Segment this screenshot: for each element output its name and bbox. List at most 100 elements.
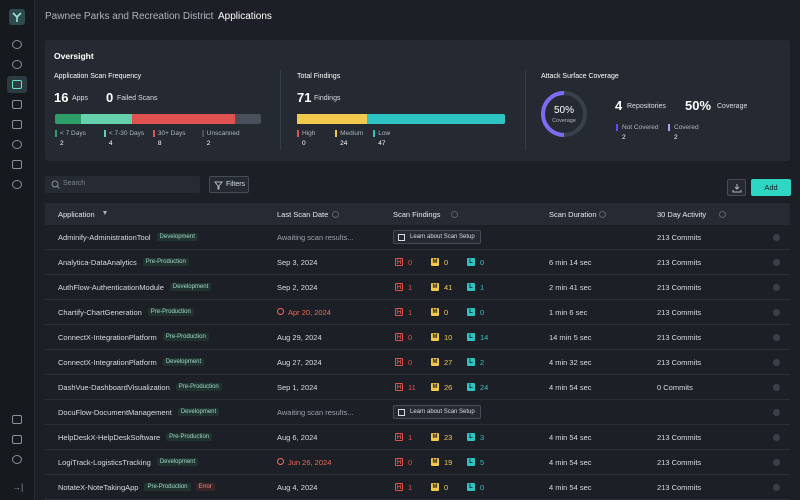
severity-badge: L [467,333,475,341]
legend-value: 4 [108,140,113,147]
row-menu[interactable] [773,409,780,416]
env-tag: Pre-Production [147,308,194,316]
table-row[interactable]: HelpDeskX-HelpDeskSoftware Pre-Production… [45,425,790,450]
nav-icon[interactable] [12,60,22,69]
nav-icon[interactable] [12,415,22,424]
nav-icon[interactable] [12,435,22,444]
table-row[interactable]: DashVue-DashboardVisualization Pre-Produc… [45,375,790,400]
activity: 0 Commits [657,383,693,392]
row-menu[interactable] [773,259,780,266]
activity: 213 Commits [657,233,702,242]
finding-count: 14 [480,333,489,342]
app-name[interactable]: LogiTrack-LogisticsTracking [58,458,151,467]
add-button[interactable]: Add [751,179,791,196]
row-menu[interactable] [773,309,780,316]
table-row[interactable]: Chartify-ChartGeneration Pre-Production Ap… [45,300,790,325]
app-name[interactable]: AuthFlow-AuthenticationModule [58,283,164,292]
nav-icon[interactable] [12,455,22,464]
table-row[interactable]: DocuFlow-DocumentManagement Development Aw… [45,400,790,425]
table-row[interactable]: ConnectX-IntegrationPlatform Pre-Producti… [45,325,790,350]
legend-label: < 7 Days [60,130,86,137]
section-title: Application Scan Frequency [54,73,142,80]
app-name[interactable]: Analytica-DataAnalytics [58,258,137,267]
severity-badge: L [467,458,475,466]
scan-setup-button[interactable]: Learn about Scan Setup [393,405,481,419]
table-row[interactable]: Analytica-DataAnalytics Pre-Production Sep… [45,250,790,275]
severity-badge: L [467,258,475,266]
column-header[interactable]: Last Scan Date [277,210,329,219]
severity-badge: H [395,433,403,441]
nav-icon[interactable] [12,180,22,189]
row-menu[interactable] [773,284,780,291]
table-row[interactable]: ConnectX-IntegrationPlatform Development A… [45,350,790,375]
download-icon [732,184,742,193]
severity-badge: H [395,308,403,316]
nav-icon[interactable] [12,120,22,129]
row-menu[interactable] [773,334,780,341]
nav-icon[interactable] [12,100,22,109]
nav-icon [12,80,22,89]
severity-badge: M [431,258,439,266]
row-menu[interactable] [773,434,780,441]
finding-count: 1 [408,308,413,317]
app-name[interactable]: ConnectX-IntegrationPlatform [58,358,157,367]
table-row[interactable]: LogiTrack-LogisticsTracking Development Ju… [45,450,790,475]
table-row[interactable]: NotateX-NoteTakingApp Pre-Production Error… [45,475,790,500]
bar-segment [235,114,261,124]
filters-button[interactable]: Filters [209,176,249,193]
findings-label: Findings [314,95,341,102]
scan-date: Aug 6, 2024 [277,433,318,442]
info-icon [599,211,606,218]
finding-count: 0 [408,258,413,267]
nav-icon[interactable] [12,160,22,169]
app-name[interactable]: Adminify-AdministrationTool [58,233,151,242]
severity-badge: H [395,483,403,491]
info-icon [332,211,339,218]
download-button[interactable] [727,179,746,196]
bar-segment [55,114,81,124]
app-name[interactable]: DashVue-DashboardVisualization [58,383,170,392]
legend-swatch [297,130,299,137]
ring-label: Coverage [552,118,576,124]
info-icon [719,211,726,218]
row-menu[interactable] [773,234,780,241]
coverage-ring [541,91,587,137]
external-icon [398,409,405,416]
table-row[interactable]: AuthFlow-AuthenticationModule Development… [45,275,790,300]
app-name[interactable]: ConnectX-IntegrationPlatform [58,333,157,342]
column-header[interactable]: Scan Findings [393,210,441,219]
env-tag: Pre-Production [162,333,209,341]
nav-icon[interactable] [12,40,22,49]
scan-date: Apr 20, 2024 [288,308,331,317]
app-name[interactable]: DocuFlow-DocumentManagement [58,408,172,417]
column-header[interactable]: 30 Day Activity [657,210,707,219]
ring-percent: 50% [553,105,574,116]
row-menu[interactable] [773,459,780,466]
findings-count: 71 [297,90,312,105]
info-icon [451,211,458,218]
app-name[interactable]: NotateX-NoteTakingApp [58,483,139,492]
table-body: Adminify-AdministrationTool Development Aw… [45,225,790,500]
coverage-percent: 50% [685,98,712,113]
sort-icon [103,211,107,215]
table-row[interactable]: Adminify-AdministrationTool Development Aw… [45,225,790,250]
breadcrumb-org[interactable]: Pawnee Parks and Recreation District [45,11,214,22]
finding-count: 24 [480,383,489,392]
finding-count: 0 [408,358,413,367]
app-name[interactable]: Chartify-ChartGeneration [58,308,142,317]
nav-icon[interactable] [12,140,22,149]
nav-active[interactable] [7,76,27,93]
column-header[interactable]: Application [58,210,95,219]
column-header[interactable]: Scan Duration [549,210,597,219]
search-box[interactable]: Search [45,176,200,193]
scan-date: Aug 27, 2024 [277,358,322,367]
activity: 213 Commits [657,483,702,492]
legend-value: 2 [60,140,64,147]
logo[interactable] [9,9,25,25]
row-menu[interactable] [773,484,780,491]
row-menu[interactable] [773,384,780,391]
row-menu[interactable] [773,359,780,366]
collapse-icon[interactable]: →| [12,482,24,492]
app-name[interactable]: HelpDeskX-HelpDeskSoftware [58,433,161,442]
scan-setup-button[interactable]: Learn about Scan Setup [393,230,481,244]
